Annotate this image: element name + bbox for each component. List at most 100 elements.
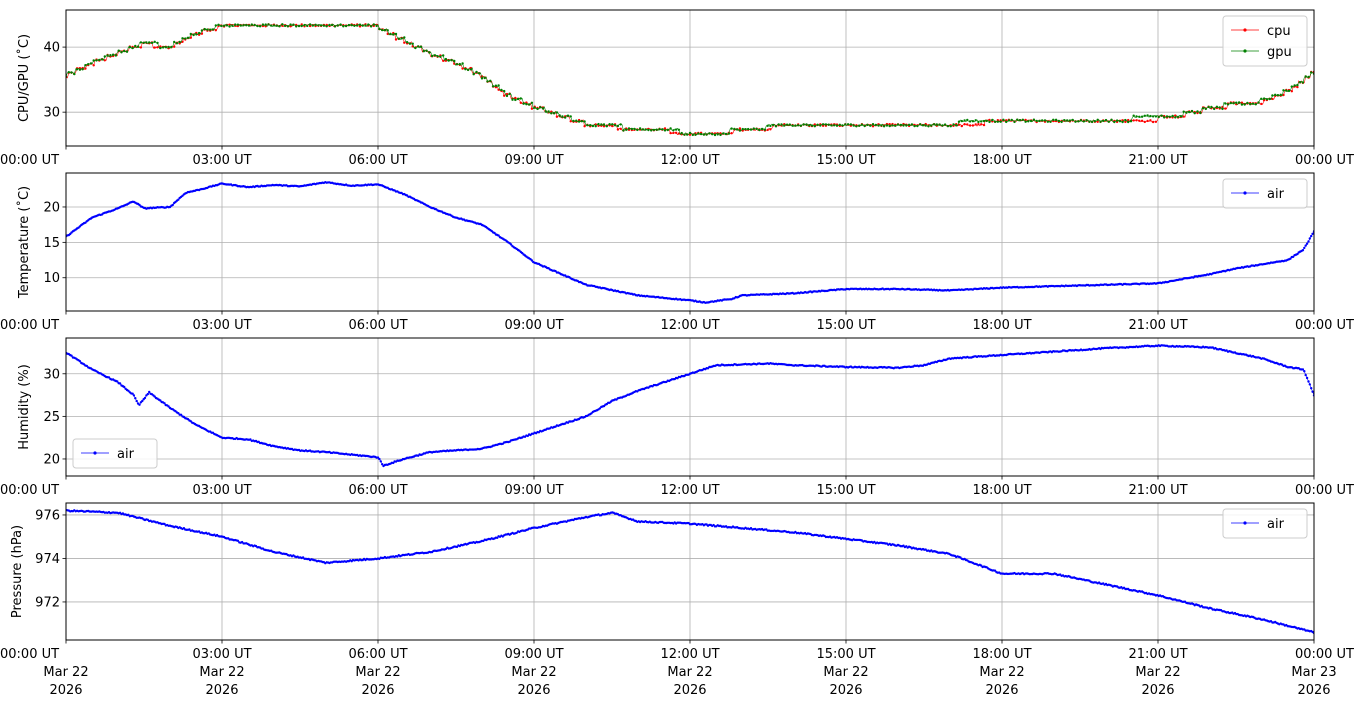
data-point — [281, 23, 284, 26]
data-point — [1104, 118, 1108, 122]
data-point — [683, 133, 686, 136]
data-point — [919, 123, 922, 126]
data-point — [755, 127, 758, 131]
data-point — [988, 120, 991, 124]
data-point — [1113, 120, 1116, 124]
chart-panel-2: 10 15 20 00:00 UT 03:00 UT 06:00 UT 09:00 UT 12… — [0, 172, 1354, 333]
data-point — [627, 127, 631, 130]
x-tick-label: 12:00 UT — [660, 318, 719, 333]
data-point — [325, 25, 328, 28]
legend-marker-cpu — [1243, 28, 1247, 32]
data-point — [356, 24, 359, 27]
x-tick-date: Mar 22 — [355, 665, 400, 680]
data-point — [688, 131, 692, 135]
data-point — [955, 124, 958, 127]
data-point — [1199, 111, 1202, 115]
data-point — [980, 120, 983, 123]
data-point — [120, 51, 123, 54]
data-point — [871, 123, 875, 126]
data-point — [885, 124, 889, 127]
data-point — [730, 132, 733, 135]
data-point — [253, 23, 256, 27]
data-point — [308, 23, 312, 26]
data-point — [1096, 118, 1099, 122]
x-tick-label: 00:00 UT — [1295, 483, 1354, 498]
data-point — [203, 27, 206, 31]
data-point — [661, 128, 664, 131]
data-point — [131, 46, 134, 50]
data-point — [408, 42, 412, 45]
chart-panel-4: 972 974 976 00:00 UT Mar 22 2026 03:00 UT Mar 2… — [0, 502, 1354, 698]
data-point — [497, 234, 500, 237]
data-point — [780, 123, 783, 126]
data-point — [231, 24, 234, 27]
data-point — [1157, 115, 1160, 119]
data-point — [228, 25, 231, 28]
x-tick-year: 2026 — [517, 683, 550, 698]
data-point — [250, 23, 253, 26]
data-point — [1257, 101, 1260, 104]
data-point — [819, 124, 822, 127]
data-point — [372, 23, 375, 26]
data-point — [594, 125, 597, 128]
data-point — [708, 132, 711, 135]
legend: cpu gpu — [1222, 15, 1308, 67]
data-point — [630, 127, 633, 131]
data-point — [982, 119, 986, 123]
x-tick-year: 2026 — [1141, 683, 1174, 698]
data-point — [1311, 390, 1314, 393]
data-point — [697, 132, 700, 135]
data-point — [67, 71, 71, 74]
data-point — [1046, 120, 1050, 123]
data-point — [1107, 120, 1111, 123]
data-point — [1285, 89, 1288, 92]
data-point — [1185, 111, 1188, 114]
legend-marker-air — [93, 451, 97, 455]
data-point — [173, 45, 176, 48]
data-point — [494, 84, 498, 87]
data-point — [148, 41, 151, 44]
data-point — [952, 123, 955, 126]
data-point — [292, 23, 295, 26]
data-point — [1221, 107, 1224, 111]
data-point — [1249, 103, 1252, 106]
plot-area — [66, 344, 1314, 468]
data-point — [827, 123, 830, 126]
data-point — [760, 127, 764, 131]
data-point — [1160, 114, 1163, 117]
data-point — [674, 131, 678, 134]
data-point — [1041, 119, 1044, 122]
data-point — [591, 124, 595, 128]
data-point — [422, 50, 425, 53]
data-point — [1279, 93, 1282, 97]
data-point — [153, 40, 156, 43]
data-point — [833, 124, 836, 127]
data-point — [1024, 120, 1027, 123]
data-point — [1140, 115, 1144, 118]
data-point — [135, 399, 138, 403]
data-point — [1224, 102, 1227, 105]
data-point — [239, 24, 242, 27]
data-point — [167, 405, 170, 408]
data-point — [267, 23, 270, 26]
data-point — [139, 46, 143, 49]
data-point — [464, 68, 467, 71]
data-point — [272, 24, 276, 27]
data-point — [1079, 119, 1083, 122]
x-tick-label: 18:00 UT — [972, 483, 1031, 498]
data-point — [1132, 114, 1135, 117]
data-point — [405, 41, 409, 44]
x-tick-label: 00:00 UT — [0, 483, 59, 498]
data-point — [331, 23, 334, 27]
data-point — [1016, 118, 1019, 121]
data-point — [1265, 98, 1269, 101]
x-tick-label: 00:00 UT — [1295, 318, 1354, 333]
data-point — [694, 133, 697, 136]
data-point — [1085, 119, 1088, 122]
data-point — [1138, 115, 1141, 119]
data-point — [1168, 115, 1172, 119]
data-point — [311, 24, 314, 27]
data-point — [289, 23, 292, 26]
data-point — [1068, 119, 1072, 122]
x-tick-year: 2026 — [829, 683, 862, 698]
